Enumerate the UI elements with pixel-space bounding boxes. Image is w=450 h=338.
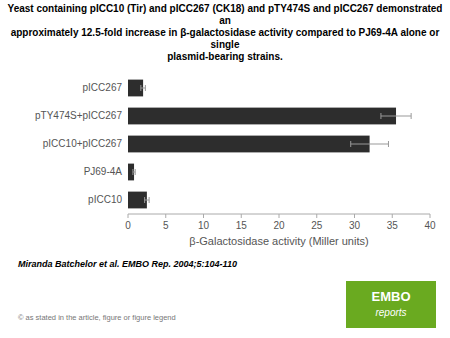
bar [128, 164, 134, 181]
error-bar [145, 197, 150, 203]
x-tick [279, 214, 280, 218]
category-label: pICC267 [83, 82, 123, 93]
error-bar [381, 113, 411, 119]
x-axis-label: β-Galactosidase activity (Miller units) [189, 235, 368, 247]
x-tick-label: 10 [198, 220, 210, 231]
plot-marks [128, 80, 411, 209]
category-label: pICC10+pICC267 [43, 138, 123, 149]
category-label: pICC10 [88, 194, 122, 205]
x-tick-label: 5 [163, 220, 169, 231]
x-tick [354, 214, 355, 218]
category-label: pTY474S+pICC267 [35, 110, 122, 121]
citation: Miranda Batchelor et al. EMBO Rep. 2004;… [18, 259, 237, 269]
x-tick [165, 214, 166, 218]
x-tick [430, 214, 431, 218]
x-tick [316, 214, 317, 218]
x-tick-label: 40 [424, 220, 436, 231]
logo-text: EMBOreports [372, 289, 411, 318]
category-label: PJ69-4A [84, 166, 123, 177]
x-tick [241, 214, 242, 218]
bar [128, 192, 147, 209]
x-tick-label: 25 [311, 220, 323, 231]
x-tick [128, 214, 129, 218]
chart: Yeast containing pICC10 (Tir) and pICC26… [0, 0, 450, 338]
x-tick [203, 214, 204, 218]
logo-box [346, 281, 436, 328]
x-tick-label: 0 [125, 220, 131, 231]
copyright: © as stated in the article, figure or fi… [18, 313, 176, 322]
error-bar [351, 141, 389, 147]
bar [128, 108, 396, 125]
x-tick-label: 35 [387, 220, 399, 231]
error-bar [133, 169, 135, 175]
bar [128, 80, 143, 97]
x-tick-label: 30 [349, 220, 361, 231]
x-tick-label: 20 [273, 220, 285, 231]
error-bar [141, 85, 146, 91]
x-tick [392, 214, 393, 218]
x-tick-label: 15 [236, 220, 248, 231]
title: Yeast containing pICC10 (Tir) and pICC26… [8, 3, 443, 62]
bar [128, 136, 370, 153]
